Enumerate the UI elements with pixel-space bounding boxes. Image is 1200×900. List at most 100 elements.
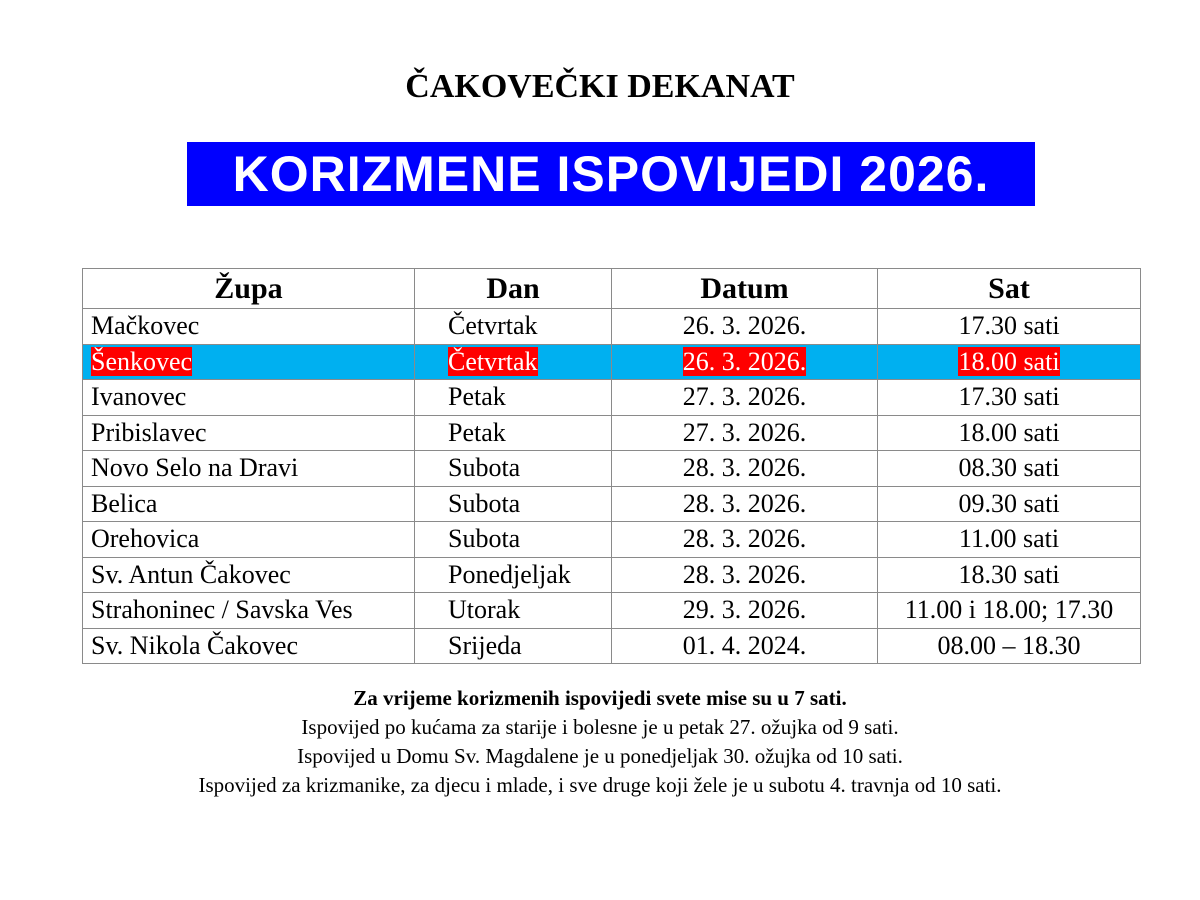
cell-day-text: Subota — [448, 453, 521, 483]
cell-parish: Novo Selo na Dravi — [82, 450, 415, 487]
cell-date-text: 28. 3. 2026. — [682, 524, 807, 554]
cell-day: Utorak — [414, 592, 612, 629]
cell-time: 17.30 sati — [877, 308, 1141, 345]
table-row: Novo Selo na Dravi Subota 28. 3. 2026. 08.3… — [82, 450, 1141, 487]
cell-date-text: 28. 3. 2026. — [682, 453, 807, 483]
cell-date-text: 28. 3. 2026. — [682, 559, 807, 589]
cell-parish-text: Mačkovec — [91, 311, 200, 341]
cell-parish-text: Pribislavec — [91, 417, 207, 447]
cell-date-text: 27. 3. 2026. — [682, 382, 807, 412]
cell-parish: Strahoninec / Savska Ves — [82, 592, 415, 629]
column-header-parish: Župa — [82, 268, 415, 309]
cell-time: 09.30 sati — [877, 485, 1141, 522]
cell-day: Subota — [414, 450, 612, 487]
cell-day-text: Subota — [448, 488, 521, 518]
column-header-date: Datum — [611, 268, 878, 309]
cell-day-text: Petak — [448, 382, 506, 412]
cell-date: 26. 3. 2026. — [611, 343, 878, 380]
cell-day-text: Petak — [448, 417, 506, 447]
cell-date: 27. 3. 2026. — [611, 379, 878, 416]
confession-schedule-table: Župa Dan Datum Sat Mačkovec Četvrtak 26. 3… — [82, 268, 1141, 664]
cell-time: 18.00 sati — [877, 343, 1141, 380]
cell-day: Srijeda — [414, 627, 612, 664]
table-row: Mačkovec Četvrtak 26. 3. 2026. 17.30 sati — [82, 308, 1141, 345]
cell-day-text: Četvrtak — [448, 311, 538, 341]
note-mass-times: Za vrijeme korizmenih ispovijedi svete m… — [353, 686, 847, 710]
cell-parish-text: Novo Selo na Dravi — [91, 453, 299, 483]
table-row: Šenkovec Četvrtak 26. 3. 2026. 18.00 sati — [82, 343, 1141, 380]
cell-date-text: 28. 3. 2026. — [682, 488, 807, 518]
note-dom-magdalene: Ispovijed u Domu Sv. Magdalene je u pone… — [297, 744, 903, 768]
cell-day-text: Utorak — [448, 595, 521, 625]
cell-parish: Orehovica — [82, 521, 415, 558]
cell-date: 28. 3. 2026. — [611, 521, 878, 558]
cell-parish-text: Sv. Nikola Čakovec — [91, 630, 298, 660]
cell-parish: Šenkovec — [82, 343, 415, 380]
cell-time-text: 18.00 sati — [958, 346, 1060, 376]
cell-date-text: 27. 3. 2026. — [682, 417, 807, 447]
cell-day: Ponedjeljak — [414, 556, 612, 593]
table-row: Strahoninec / Savska Ves Utorak 29. 3. 202… — [82, 592, 1141, 629]
cell-parish-text: Šenkovec — [91, 346, 193, 376]
cell-time-text: 18.30 sati — [958, 559, 1060, 589]
notes: Za vrijeme korizmenih ispovijedi svete m… — [0, 684, 1200, 800]
cell-parish-text: Orehovica — [91, 524, 200, 554]
deanery-heading: ČAKOVEČKI DEKANAT — [405, 68, 795, 105]
cell-parish-text: Sv. Antun Čakovec — [91, 559, 291, 589]
cell-time-text: 11.00 sati — [958, 524, 1060, 554]
cell-time-text: 17.30 sati — [958, 311, 1060, 341]
table-row: Sv. Nikola Čakovec Srijeda 01. 4. 2024. 08.… — [82, 627, 1141, 664]
table-row: Sv. Antun Čakovec Ponedjeljak 28. 3. 2026.… — [82, 556, 1141, 593]
cell-time: 08.00 – 18.30 — [877, 627, 1141, 664]
cell-day: Subota — [414, 485, 612, 522]
table-row: Pribislavec Petak 27. 3. 2026. 18.00 sati — [82, 414, 1141, 451]
cell-time: 18.00 sati — [877, 414, 1141, 451]
cell-date: 28. 3. 2026. — [611, 450, 878, 487]
note-confirmands: Ispovijed za krizmanike, za djecu i mlad… — [198, 773, 1002, 797]
cell-parish: Mačkovec — [82, 308, 415, 345]
cell-parish: Sv. Antun Čakovec — [82, 556, 415, 593]
cell-time: 18.30 sati — [877, 556, 1141, 593]
note-home-confession: Ispovijed po kućama za starije i bolesne… — [301, 715, 899, 739]
table-header-row: Župa Dan Datum Sat — [82, 268, 1141, 309]
cell-parish-text: Belica — [91, 488, 158, 518]
cell-date-text: 01. 4. 2024. — [682, 630, 807, 660]
cell-time-text: 08.30 sati — [958, 453, 1060, 483]
cell-parish: Ivanovec — [82, 379, 415, 416]
cell-date: 28. 3. 2026. — [611, 485, 878, 522]
cell-date: 27. 3. 2026. — [611, 414, 878, 451]
cell-time-text: 17.30 sati — [958, 382, 1060, 412]
table-row: Ivanovec Petak 27. 3. 2026. 17.30 sati — [82, 379, 1141, 416]
cell-time: 08.30 sati — [877, 450, 1141, 487]
cell-date-text: 26. 3. 2026. — [682, 311, 807, 341]
cell-time: 17.30 sati — [877, 379, 1141, 416]
cell-day: Četvrtak — [414, 308, 612, 345]
table-row: Belica Subota 28. 3. 2026. 09.30 sati — [82, 485, 1141, 522]
cell-parish: Belica — [82, 485, 415, 522]
cell-parish-text: Ivanovec — [91, 382, 187, 412]
cell-date: 01. 4. 2024. — [611, 627, 878, 664]
cell-day-text: Ponedjeljak — [448, 559, 571, 589]
cell-day: Subota — [414, 521, 612, 558]
cell-parish: Sv. Nikola Čakovec — [82, 627, 415, 664]
cell-date: 26. 3. 2026. — [611, 308, 878, 345]
cell-day: Petak — [414, 414, 612, 451]
cell-date: 29. 3. 2026. — [611, 592, 878, 629]
cell-parish: Pribislavec — [82, 414, 415, 451]
cell-time: 11.00 sati — [877, 521, 1141, 558]
cell-time-text: 18.00 sati — [958, 417, 1060, 447]
cell-day-text: Srijeda — [448, 630, 522, 660]
cell-date-text: 29. 3. 2026. — [682, 595, 807, 625]
cell-day-text: Subota — [448, 524, 521, 554]
cell-time: 11.00 i 18.00; 17.30 — [877, 592, 1141, 629]
column-header-day: Dan — [414, 268, 612, 309]
column-header-time: Sat — [877, 268, 1141, 309]
cell-day: Petak — [414, 379, 612, 416]
page-title: KORIZMENE ISPOVIJEDI 2026. — [187, 142, 1035, 206]
cell-parish-text: Strahoninec / Savska Ves — [91, 595, 353, 625]
cell-time-text: 09.30 sati — [958, 488, 1060, 518]
cell-time-text: 11.00 i 18.00; 17.30 — [904, 595, 1114, 625]
table-row: Orehovica Subota 28. 3. 2026. 11.00 sati — [82, 521, 1141, 558]
cell-date-text: 26. 3. 2026. — [682, 346, 807, 376]
cell-date: 28. 3. 2026. — [611, 556, 878, 593]
